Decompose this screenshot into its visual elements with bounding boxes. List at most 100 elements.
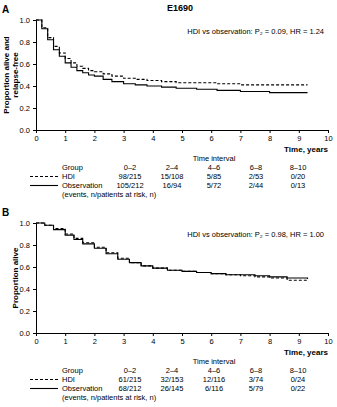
table-cell: 98/215	[119, 172, 142, 181]
y-axis-title-line: relapse-free	[11, 52, 20, 98]
table-cell: 5/85	[207, 172, 222, 181]
plot-area	[36, 223, 308, 281]
panel-title: A	[2, 4, 9, 15]
annotation: HDI vs observation: P₂ = 0.98, HR = 1.00	[187, 230, 324, 239]
table-cell: 0/24	[291, 375, 306, 384]
tick-label: 7	[239, 134, 243, 143]
table-group-label: Group	[62, 366, 83, 375]
tick-label: 7	[239, 337, 243, 346]
table-cell: 0/13	[291, 181, 306, 190]
tick-mark	[270, 333, 271, 336]
tick-label: 0.6	[20, 263, 30, 272]
y-tick: 0.8	[20, 38, 36, 47]
table-cell: 68/212	[119, 384, 142, 393]
panel-title: B	[2, 207, 9, 218]
tick-label: 0.0	[20, 126, 30, 135]
x-tick: 2	[93, 130, 97, 143]
tick-label: 1	[64, 337, 68, 346]
tick-mark	[328, 130, 329, 133]
y-tick: 1.0	[20, 219, 36, 228]
table-cell: 61/215	[119, 375, 142, 384]
table-cell: 5/79	[249, 384, 264, 393]
tick-label: 8	[268, 134, 272, 143]
tick-mark	[94, 333, 95, 336]
tick-mark	[33, 333, 36, 334]
y-axis: 0.00.20.40.60.81.0	[20, 219, 37, 338]
tick-mark	[124, 130, 125, 133]
x-axis-title: Time, years	[284, 348, 328, 357]
tick-label: 10	[324, 134, 332, 143]
tick-mark	[33, 64, 36, 65]
x-tick: 9	[297, 333, 301, 346]
x-tick: 7	[239, 130, 243, 143]
x-axis: 012345678910	[34, 333, 332, 346]
x-tick: 2	[93, 333, 97, 346]
x-tick: 9	[297, 130, 301, 143]
tick-mark	[211, 130, 212, 133]
table-note: (events, n/patients at risk, n)	[62, 190, 157, 199]
tick-label: 0.2	[20, 104, 30, 113]
tick-mark	[33, 130, 36, 131]
table-cell: 32/153	[161, 375, 184, 384]
x-tick: 1	[64, 130, 68, 143]
tick-label: 9	[297, 134, 301, 143]
y-tick: 0.2	[20, 104, 36, 113]
table-column: 8–10	[290, 366, 307, 375]
table-column: 6–8	[250, 366, 263, 375]
x-tick: 4	[151, 130, 155, 143]
survival-curve	[36, 223, 308, 279]
tick-label: 2	[93, 337, 97, 346]
tick-label: 1	[64, 134, 68, 143]
x-tick: 10	[324, 130, 332, 143]
x-tick: 5	[180, 333, 184, 346]
x-axis: 012345678910	[34, 130, 332, 143]
tick-label: 4	[151, 337, 155, 346]
tick-mark	[33, 267, 36, 268]
table-cell: 3/74	[249, 375, 264, 384]
tick-label: 1.0	[20, 16, 30, 25]
x-tick: 4	[151, 333, 155, 346]
tick-mark	[33, 223, 36, 224]
y-tick: 0.2	[20, 307, 36, 316]
y-tick: 0.4	[20, 285, 36, 294]
survival-curve	[36, 223, 308, 281]
x-tick: 1	[64, 333, 68, 346]
axis-line	[37, 131, 329, 134]
x-tick: 7	[239, 333, 243, 346]
panel: B0123456789100.00.20.40.60.81.0Proportio…	[2, 207, 333, 402]
tick-label: 0	[34, 134, 38, 143]
tick-mark	[182, 130, 183, 133]
tick-mark	[33, 108, 36, 109]
table-cell: 105/212	[116, 181, 143, 190]
table-column: 8–10	[290, 163, 307, 172]
y-axis-title-line: Proportion alive and	[2, 36, 11, 113]
chart-root: E1690A0123456789100.00.20.40.60.81.0Prop…	[0, 0, 337, 407]
tick-label: 5	[180, 337, 184, 346]
y-axis-title: Proportion alive andrelapse-free	[2, 36, 20, 113]
table-column: 4–6	[208, 366, 221, 375]
legend-label: HDI	[62, 375, 75, 384]
panel: A0123456789100.00.20.40.60.81.0Proportio…	[2, 4, 333, 199]
y-tick: 0.4	[20, 82, 36, 91]
table-column: 2–4	[166, 163, 179, 172]
table-column: 2–4	[166, 366, 179, 375]
plot-area	[36, 20, 308, 93]
tick-mark	[153, 130, 154, 133]
tick-mark	[299, 130, 300, 133]
tick-mark	[124, 333, 125, 336]
axis-line	[37, 334, 329, 337]
x-tick: 8	[268, 130, 272, 143]
legend-swatch	[30, 379, 58, 380]
x-tick: 5	[180, 130, 184, 143]
y-axis-title: Proportion alive	[11, 247, 20, 308]
tick-mark	[94, 130, 95, 133]
tick-label: 10	[324, 337, 332, 346]
table-header: Time interval	[193, 154, 236, 163]
table-cell: 15/108	[161, 172, 184, 181]
tick-mark	[33, 245, 36, 246]
tick-label: 0.0	[20, 329, 30, 338]
figure-title: E1690	[167, 3, 193, 13]
table-note: (events, n/patients at risk, n)	[62, 393, 157, 402]
table-cell: 0/20	[291, 172, 306, 181]
table-cell: 2/53	[249, 172, 264, 181]
